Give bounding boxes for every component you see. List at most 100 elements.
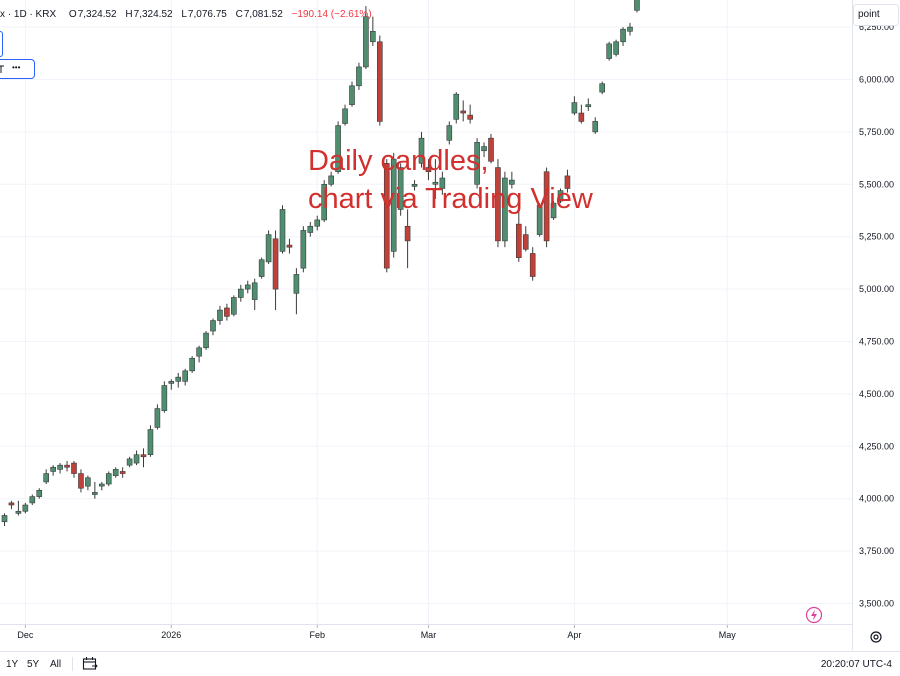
candle-body xyxy=(439,177,446,189)
range-5y-button[interactable]: 5Y xyxy=(27,659,40,670)
candle-body xyxy=(467,114,473,120)
candle xyxy=(634,0,640,13)
candle xyxy=(564,169,571,193)
candle-body xyxy=(217,309,223,321)
candle xyxy=(210,318,216,336)
candle xyxy=(390,152,397,258)
settings-icon[interactable] xyxy=(869,630,883,644)
candle xyxy=(606,41,612,61)
low-value: 7,076.75 xyxy=(187,9,227,20)
candle xyxy=(22,502,29,514)
candle-body xyxy=(509,179,515,185)
candle xyxy=(599,81,606,95)
legend-toolbar[interactable]: ••• xyxy=(0,59,35,79)
candle-body xyxy=(161,385,168,411)
candle-body xyxy=(140,454,147,458)
flash-icon[interactable] xyxy=(805,606,823,624)
candle xyxy=(425,159,432,181)
candle xyxy=(557,188,564,204)
candle-body xyxy=(50,466,56,472)
candle-body xyxy=(196,347,202,357)
candle xyxy=(627,22,633,36)
y-tick-label: 5,250.00 xyxy=(859,232,894,242)
price-chart[interactable]: Dec 2026 Feb Mar Apr May xyxy=(0,0,852,650)
candle xyxy=(43,469,50,485)
candle-body xyxy=(370,30,376,43)
candle xyxy=(112,467,119,478)
candle-body xyxy=(238,288,244,298)
x-tick-label: Dec xyxy=(17,630,34,640)
candle-body xyxy=(258,259,265,277)
candle-body xyxy=(599,83,606,93)
candle xyxy=(578,104,585,124)
candle-body xyxy=(335,125,341,173)
candle-body xyxy=(64,464,70,468)
candle xyxy=(15,500,22,516)
symbol-label[interactable]: x · 1D · KRX xyxy=(0,9,57,20)
candle xyxy=(585,98,592,111)
candle xyxy=(217,305,223,325)
candle xyxy=(64,460,70,472)
candle xyxy=(182,368,188,386)
candle-body xyxy=(57,464,63,470)
bottom-toolbar: 1Y 5Y All 20:20:07 UTC-4 xyxy=(0,651,900,676)
candle-body xyxy=(606,43,612,59)
range-all-button[interactable]: All xyxy=(50,659,62,670)
candle xyxy=(50,465,56,476)
candle xyxy=(147,425,154,457)
price-scale[interactable]: 3,500.00 3,750.00 4,000.00 4,250.00 4,500.00… xyxy=(852,0,900,650)
candle xyxy=(571,96,578,116)
candle xyxy=(397,163,404,216)
candle xyxy=(133,450,140,466)
candle-body xyxy=(119,471,126,474)
open-label: O xyxy=(68,9,77,20)
candle-body xyxy=(397,167,404,210)
candle-body xyxy=(175,376,182,382)
candle-body xyxy=(585,104,592,108)
open-value: 7,324.52 xyxy=(77,9,117,20)
candle-body xyxy=(404,225,411,242)
candle-body xyxy=(425,167,432,173)
close-label: C xyxy=(235,9,243,20)
candle xyxy=(119,467,126,478)
calendar-icon[interactable] xyxy=(82,656,98,674)
candle xyxy=(321,180,328,223)
candle xyxy=(154,404,161,430)
candle-body xyxy=(99,483,105,487)
candle-body xyxy=(474,142,480,185)
candle-body xyxy=(286,244,293,248)
candle xyxy=(140,448,147,468)
more-options-button[interactable]: ••• xyxy=(12,63,21,72)
candle-body xyxy=(133,454,140,464)
divider xyxy=(72,657,73,671)
candle xyxy=(474,138,480,189)
range-1y-button[interactable]: 1Y xyxy=(6,659,19,670)
candle-body xyxy=(529,253,536,277)
candle xyxy=(168,379,175,390)
candle-body xyxy=(272,238,279,290)
candle-body xyxy=(363,16,369,68)
candle-body xyxy=(293,274,300,294)
candle-body xyxy=(453,93,460,120)
candle-body xyxy=(571,102,578,114)
candle xyxy=(279,205,286,254)
candle-body xyxy=(557,190,564,202)
candle xyxy=(126,456,133,468)
y-tick-label: 3,500.00 xyxy=(859,599,894,609)
eye-icon[interactable] xyxy=(0,60,6,85)
candle-body xyxy=(460,110,467,114)
candle-body xyxy=(15,510,22,514)
clock: 20:20:07 UTC-4 xyxy=(820,659,892,670)
candle xyxy=(36,488,43,499)
y-tick-label: 5,500.00 xyxy=(859,179,894,189)
candle-body xyxy=(189,357,195,372)
candle-body xyxy=(418,137,425,164)
collapse-legend-button[interactable] xyxy=(0,31,3,57)
candle-body xyxy=(105,473,112,485)
candle xyxy=(196,345,202,363)
scale-mode-button[interactable]: point xyxy=(853,4,899,26)
candle-body xyxy=(78,473,84,489)
candle-body xyxy=(210,320,216,332)
candle-body xyxy=(390,158,397,252)
candle xyxy=(529,247,536,281)
